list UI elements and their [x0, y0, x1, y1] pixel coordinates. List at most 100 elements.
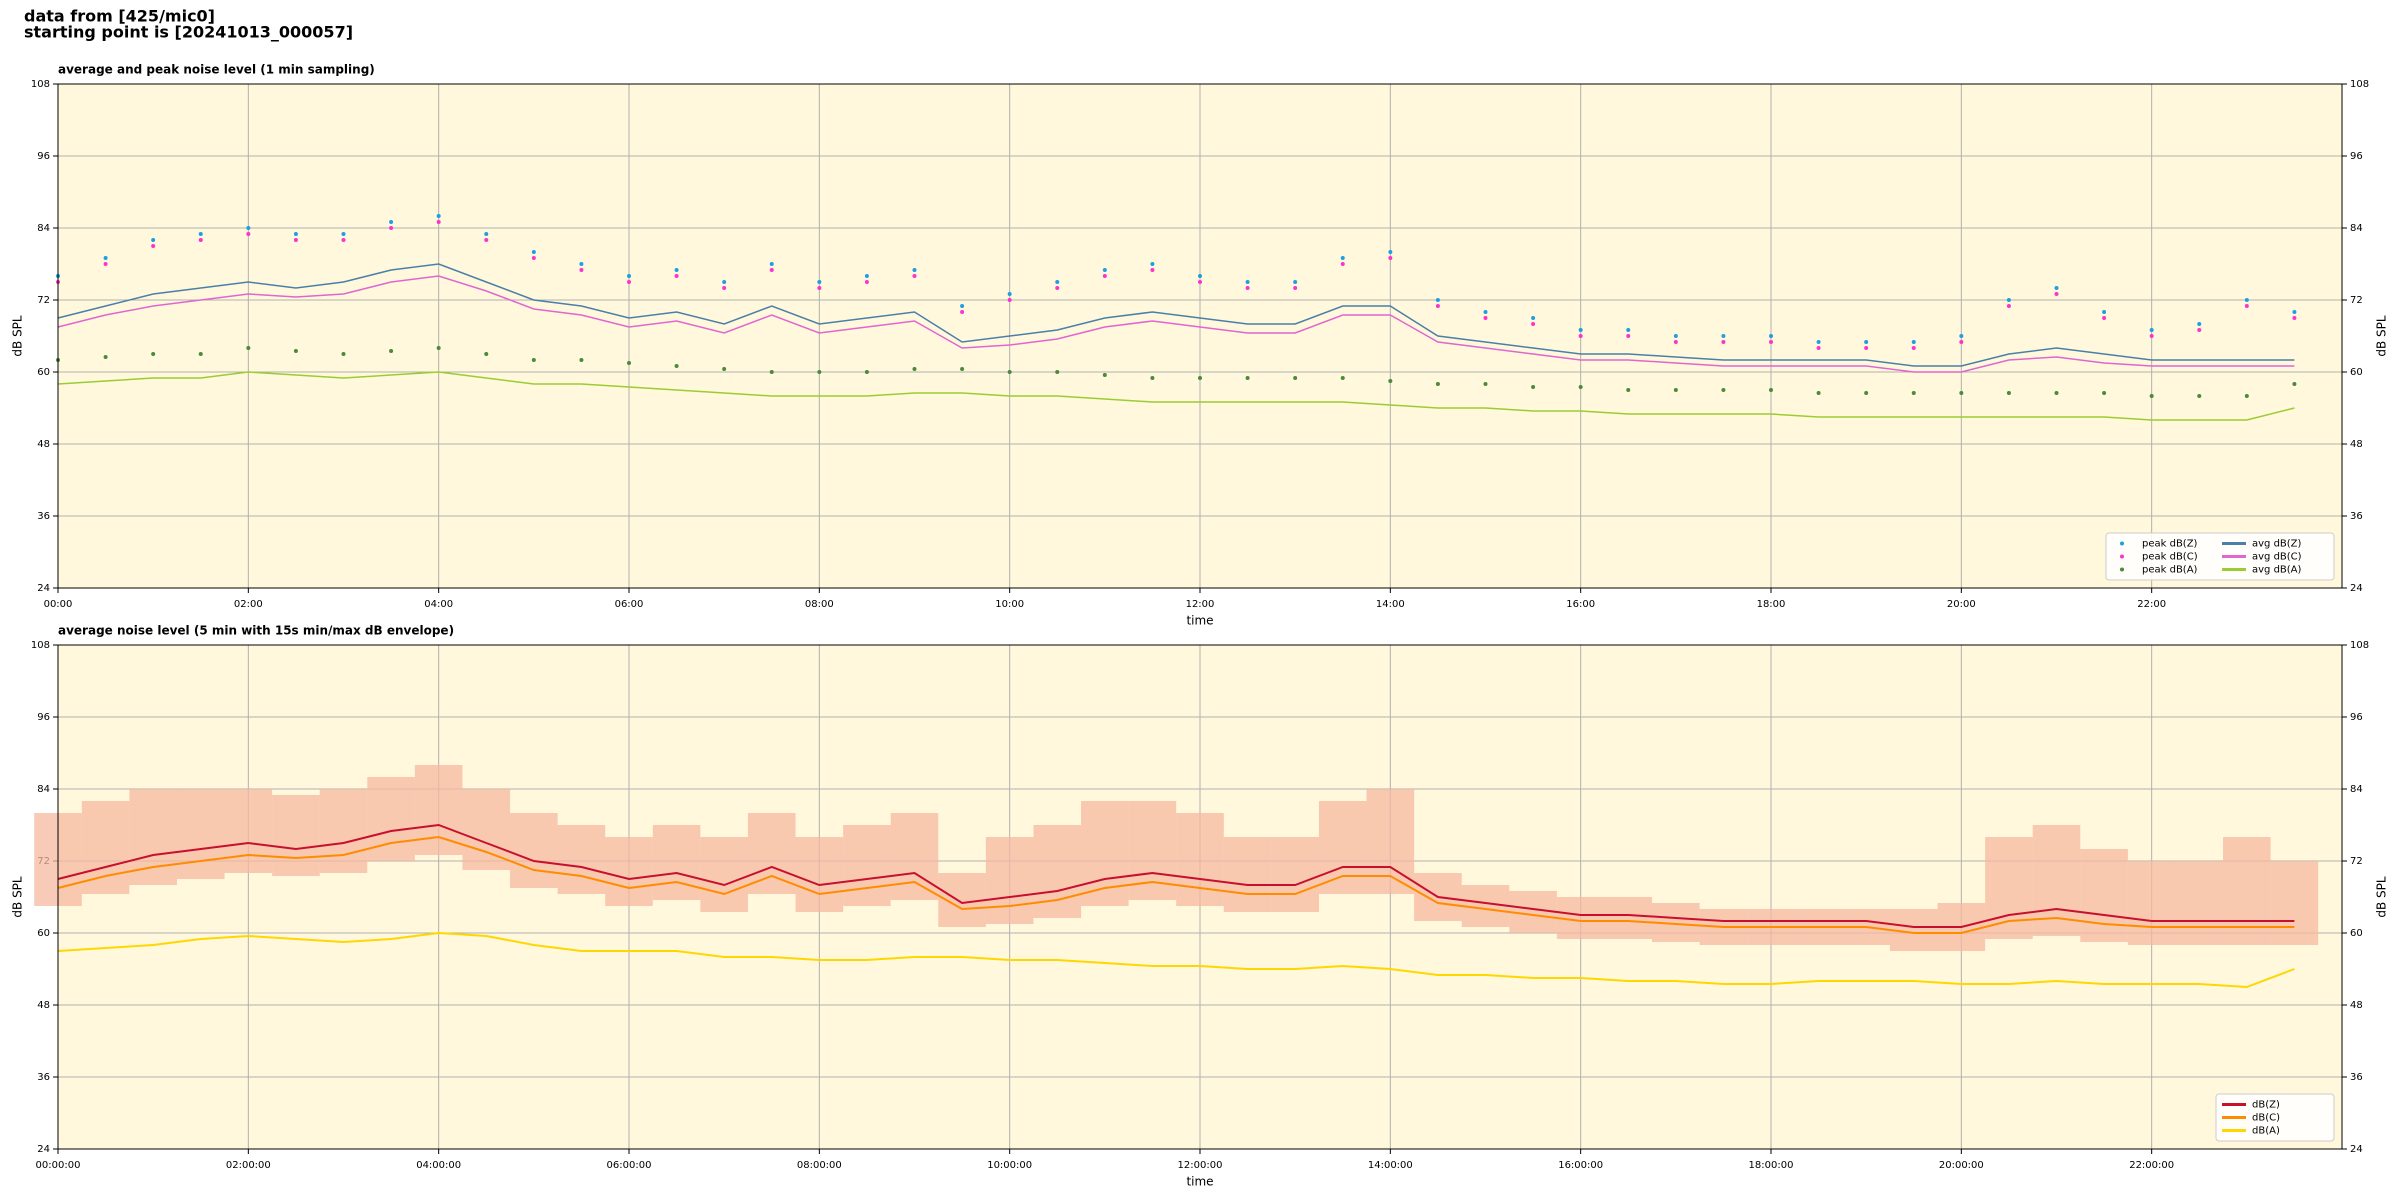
y-tick-label-right: 72 — [2350, 856, 2363, 867]
y-tick-label-right: 96 — [2350, 712, 2363, 723]
x-tick-label: 06:00 — [615, 599, 644, 610]
peak-point — [769, 370, 774, 374]
envelope — [81, 801, 130, 894]
envelope — [1081, 801, 1129, 906]
peak-point — [1578, 334, 1583, 338]
peak-point — [579, 262, 584, 266]
peak-point — [1959, 340, 1964, 344]
legend-label: avg dB(C) — [2252, 552, 2302, 563]
peak-point — [1626, 328, 1631, 332]
envelope — [319, 789, 368, 873]
envelope — [2127, 861, 2176, 945]
envelope — [1271, 837, 1319, 912]
x-tick-label: 04:00:00 — [416, 1160, 461, 1171]
peak-point — [2292, 310, 2297, 314]
envelope — [795, 837, 844, 912]
peak-point — [1245, 286, 1250, 290]
peak-point — [817, 280, 822, 284]
peak-point — [1911, 340, 1916, 344]
peak-point — [246, 226, 251, 230]
peak-point — [817, 370, 822, 374]
legend-label: dB(C) — [2252, 1113, 2280, 1124]
peak-point — [722, 367, 727, 371]
envelope — [272, 795, 320, 876]
legend-marker — [2120, 554, 2124, 559]
envelope — [605, 837, 653, 906]
peak-point — [1435, 298, 1440, 302]
x-tick-label: 04:00 — [424, 599, 453, 610]
peak-point — [2149, 394, 2154, 398]
x-tick-label: 22:00 — [2137, 599, 2166, 610]
x-tick-label: 08:00 — [805, 599, 834, 610]
envelope — [1128, 801, 1177, 900]
x-tick-label: 10:00:00 — [987, 1160, 1032, 1171]
envelope — [747, 813, 796, 894]
peak-point — [1531, 322, 1536, 326]
y-tick-label: 72 — [37, 295, 50, 306]
peak-point — [151, 352, 156, 356]
peak-point — [1816, 346, 1821, 350]
peak-point — [1055, 286, 1060, 290]
peak-point — [293, 349, 298, 353]
y-tick-label-right: 96 — [2350, 151, 2363, 162]
peak-point — [198, 352, 203, 356]
peak-point — [2244, 304, 2249, 308]
peak-point — [912, 268, 917, 272]
peak-point — [769, 262, 774, 266]
peak-point — [1769, 334, 1773, 338]
peak-point — [1864, 346, 1869, 350]
envelope — [652, 825, 701, 900]
y-axis-label-right: dB SPL — [2375, 315, 2389, 357]
peak-point — [960, 310, 965, 314]
peak-point — [912, 367, 917, 371]
x-tick-label: 06:00:00 — [607, 1160, 652, 1171]
y-tick-label: 84 — [37, 223, 50, 234]
legend-label: peak dB(A) — [2142, 565, 2198, 576]
x-tick-label: 16:00:00 — [1558, 1160, 1603, 1171]
y-tick-label: 48 — [37, 439, 50, 450]
peak-point — [2006, 298, 2011, 302]
legend-label: peak dB(C) — [2142, 552, 2198, 563]
peak-point — [864, 274, 869, 278]
y-tick-label-right: 72 — [2350, 295, 2363, 306]
header-line: data from [425/mic0] — [24, 7, 215, 26]
peak-point — [1959, 334, 1964, 338]
peak-point — [198, 238, 203, 242]
peak-point — [1150, 268, 1155, 272]
peak-point — [389, 220, 394, 224]
peak-point — [2197, 322, 2202, 326]
x-tick-label: 10:00 — [995, 599, 1024, 610]
peak-point — [389, 349, 394, 353]
peak-point — [2102, 310, 2107, 314]
peak-point — [1055, 370, 1060, 374]
peak-point — [1102, 373, 1107, 377]
envelope — [2223, 837, 2271, 945]
peak-point — [341, 232, 346, 236]
x-tick-label: 16:00 — [1566, 599, 1595, 610]
y-tick-label-right: 48 — [2350, 1000, 2363, 1011]
y-tick-label: 60 — [37, 928, 50, 939]
envelope — [1223, 837, 1272, 912]
x-tick-label: 12:00:00 — [1178, 1160, 1223, 1171]
y-tick-label: 96 — [37, 151, 50, 162]
peak-point — [1483, 310, 1488, 314]
peak-point — [531, 256, 536, 260]
peak-point — [579, 358, 584, 362]
y-tick-label-right: 108 — [2350, 640, 2369, 651]
y-tick-label-right: 84 — [2350, 223, 2363, 234]
peak-point — [2292, 316, 2297, 320]
peak-point — [2006, 304, 2011, 308]
y-axis-label-right: dB SPL — [2375, 876, 2389, 918]
envelope — [176, 789, 225, 879]
legend-label: dB(A) — [2252, 1126, 2280, 1137]
peak-point — [1483, 316, 1488, 320]
peak-point — [1769, 340, 1773, 344]
envelope — [2270, 861, 2319, 945]
peak-point — [341, 238, 346, 242]
envelope — [843, 825, 891, 906]
peak-point — [2292, 382, 2297, 386]
peak-point — [579, 268, 584, 272]
y-tick-label: 108 — [31, 79, 50, 90]
chart-title: average noise level (5 min with 15s min/… — [58, 624, 454, 638]
